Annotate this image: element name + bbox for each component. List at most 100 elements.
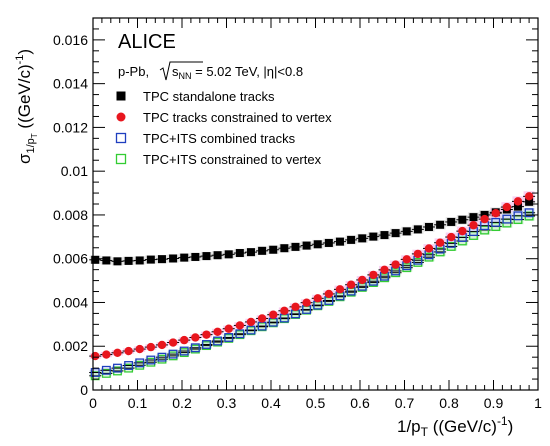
data-point: [157, 352, 167, 362]
y-axis-title-main: σ: [15, 153, 34, 164]
data-point: [402, 227, 411, 236]
data-point: [113, 257, 122, 266]
data-point: [124, 346, 133, 356]
data-point: [402, 255, 411, 264]
data-point: [169, 254, 178, 263]
legend-label: TPC standalone tracks: [143, 89, 275, 104]
y-tick-label: 0.004: [53, 294, 88, 310]
data-point: [102, 256, 111, 265]
data-point: [335, 285, 345, 294]
data-point: [313, 240, 322, 249]
data-point: [246, 325, 256, 335]
y-axis-title-sub: 1/p: [25, 138, 37, 153]
data-point: [213, 327, 222, 336]
data-point: [291, 302, 300, 312]
experiment-label: ALICE: [118, 31, 176, 53]
data-point: [280, 306, 289, 315]
data-point: [157, 255, 166, 264]
data-point: [347, 235, 356, 244]
x-tick-label: 0.8: [439, 395, 459, 411]
data-point: [480, 214, 489, 224]
data-point: [391, 229, 400, 238]
data-point: [190, 343, 200, 353]
data-point: [102, 350, 111, 359]
y-axis-title-close: ): [15, 49, 34, 55]
data-point: [380, 265, 389, 275]
data-point: [91, 351, 100, 361]
legend-marker: [115, 132, 127, 144]
ticks-layer: [92, 17, 539, 391]
data-point: [202, 330, 211, 339]
legend-marker: [116, 91, 126, 101]
data-point: [524, 208, 534, 218]
data-point: [213, 336, 223, 346]
legend-entry: TPC tracks constrained to vertex: [116, 110, 332, 125]
data-point: [224, 333, 234, 342]
data-point: [447, 217, 456, 226]
data-point: [235, 249, 244, 258]
legend-label: TPC tracks constrained to vertex: [143, 110, 332, 125]
sqrt-symbol: [159, 61, 203, 81]
x-axis-title: 1/pT ((GeV/c)-1): [397, 414, 513, 439]
x-axis-title-close: ): [508, 417, 514, 436]
data-point: [224, 324, 233, 333]
energy-value: = 5.02 TeV, |η|<0.8: [192, 64, 304, 79]
data-point: [191, 333, 200, 342]
collision-label: p-Pb,: [118, 64, 149, 79]
data-point: [458, 215, 467, 224]
data-point: [235, 329, 245, 339]
data-point: [447, 232, 456, 242]
svg-text:p-Pb,: p-Pb,: [118, 64, 149, 79]
y-tick-label: 0.006: [53, 251, 88, 267]
data-point: [135, 344, 144, 354]
data-point: [491, 208, 500, 218]
data-point: [258, 246, 267, 255]
x-tick-label: 0.6: [350, 395, 370, 411]
data-point: [168, 349, 178, 359]
data-point: [524, 192, 534, 201]
x-axis-title-sub: T: [421, 425, 429, 439]
data-point: [502, 202, 512, 212]
data-point: [101, 365, 111, 375]
data-point: [135, 358, 145, 368]
data-point: [369, 270, 378, 280]
data-point: [358, 275, 367, 285]
x-tick-label: 0.7: [395, 395, 415, 411]
data-point: [180, 253, 189, 262]
data-point: [469, 221, 478, 230]
data-point: [113, 363, 122, 373]
data-point: [335, 237, 344, 246]
data-point: [235, 321, 245, 330]
y-axis-title: σ1/pT ((GeV/c)-1): [14, 49, 39, 164]
legend-entry: TPC+ITS constrained to vertex: [115, 152, 322, 167]
x-tick-label: 0.9: [484, 395, 504, 411]
data-point: [391, 260, 400, 269]
data-point: [213, 251, 222, 260]
data-point: [435, 238, 445, 247]
data-point: [513, 202, 522, 211]
legend-marker: [115, 153, 127, 165]
collision-annotation: p-Pb, sNN = 5.02 TeV, |η|<0.8: [118, 61, 304, 81]
legend-marker: [116, 112, 126, 122]
data-point: [90, 368, 100, 377]
data-point: [469, 213, 478, 222]
legend-entry: TPC+ITS combined tracks: [115, 131, 296, 146]
energy-symbol: s: [172, 64, 179, 79]
series-2: [89, 192, 536, 361]
x-tick-label: 0.2: [172, 395, 192, 411]
data-point: [458, 226, 467, 236]
x-axis-title-main: 1/p: [397, 417, 421, 436]
data-point: [246, 248, 255, 257]
data-point: [179, 346, 189, 356]
y-tick-label: 0.012: [53, 119, 88, 135]
legend-entry: TPC standalone tracks: [116, 89, 275, 104]
data-point: [280, 244, 289, 253]
data-point: [269, 245, 278, 254]
energy-subscript: NN: [179, 71, 192, 81]
data-point: [491, 217, 501, 227]
data-point: [436, 220, 445, 229]
legend-label: TPC+ITS combined tracks: [143, 131, 296, 146]
data-point: [202, 252, 211, 261]
data-point: [113, 348, 122, 357]
